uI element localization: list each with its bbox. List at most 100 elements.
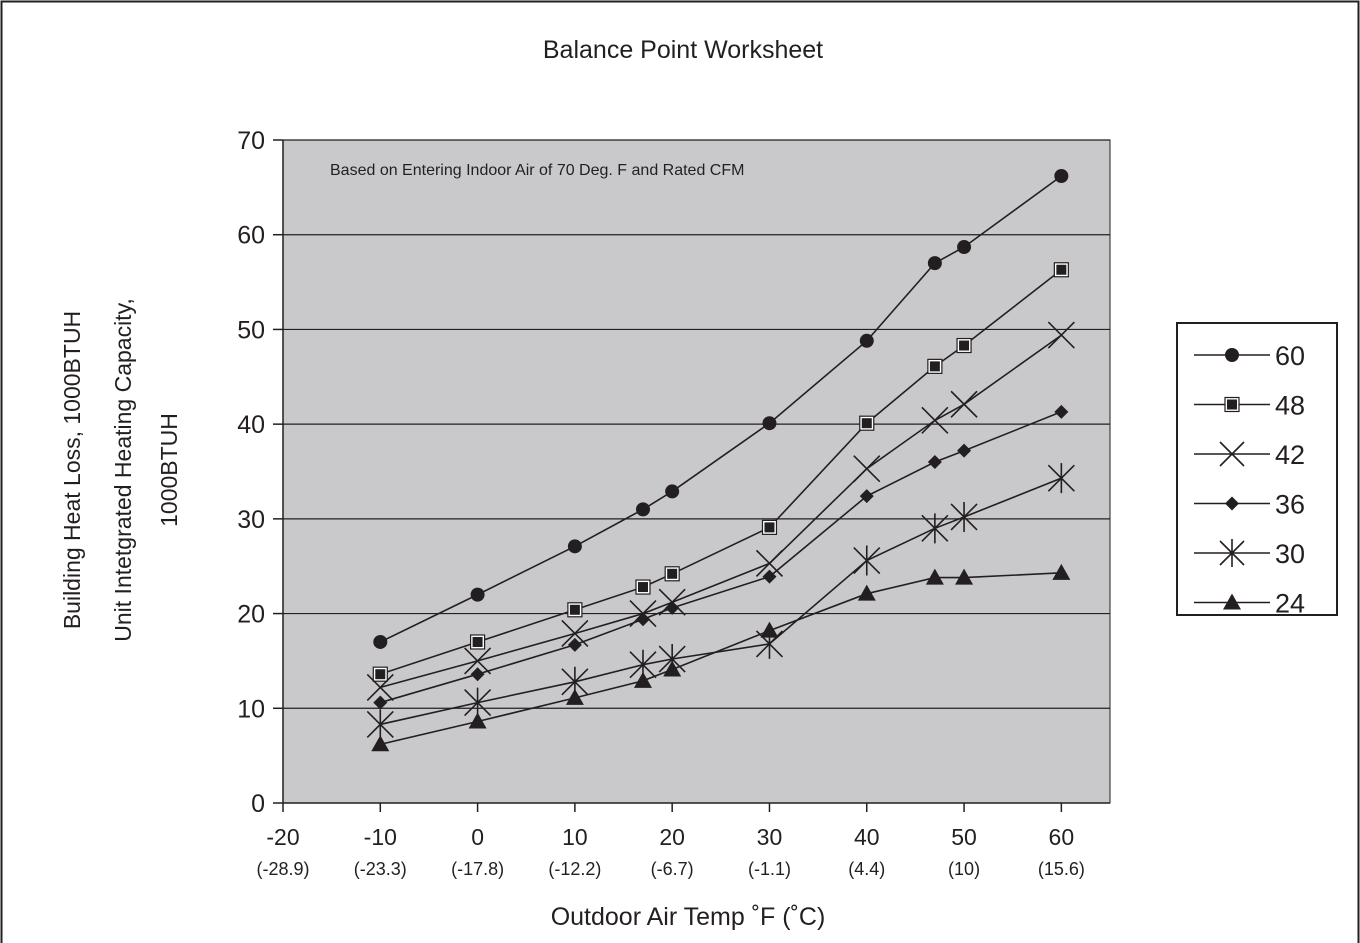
y-tick-label: 0 [251,790,265,818]
legend-entry-48: 48 [1194,391,1305,421]
x-tick-sublabel: (15.6) [1038,859,1085,879]
legend-label: 36 [1275,490,1305,520]
series-line-48 [380,269,1062,675]
data-point-x [950,390,978,418]
y-tick-label: 10 [237,695,265,723]
square-marker-fill [472,636,483,647]
series-layer [366,168,1075,752]
data-point-x [921,406,949,434]
legend-entry-42: 42 [1194,440,1305,470]
axes: 0 10 20 30 40 50 60 70 -20 (-28.9) -10 (-23.3) 0 (-17… [237,127,1110,879]
data-point-asterisk [366,709,394,740]
y-tick-label: 50 [237,316,265,344]
data-point-asterisk [1047,463,1075,494]
legend-entry-60: 60 [1194,341,1305,371]
data-point-circle [1054,168,1069,183]
x-tick-label: 60 [1049,824,1075,850]
y-axis-title-line-3: 1000BTUH [156,413,182,527]
legend-label: 42 [1275,440,1305,470]
data-point-square [761,519,778,535]
x-tick-label: -20 [266,824,299,850]
y-tick-label: 40 [237,411,265,439]
data-point-diamond [1225,496,1239,511]
data-point-square [469,634,486,650]
legend-label: 60 [1275,341,1305,371]
legend-box [1176,322,1338,616]
series-30 [366,463,1075,740]
square-marker-fill [861,418,872,429]
data-point-square [1053,262,1069,278]
data-point-triangle [468,712,487,729]
data-point-triangle [760,621,779,638]
data-point-diamond [470,667,485,682]
data-point-square [372,666,388,682]
data-point-triangle [663,660,682,677]
data-point-x [853,455,881,483]
data-point-square [635,579,651,595]
square-marker-fill [929,361,940,372]
x-tick-label: 10 [562,824,588,850]
x-tick-sublabel: (-17.8) [451,859,504,879]
data-point-triangle [857,584,876,601]
data-point-diamond [567,637,582,652]
data-point-circle [470,587,485,602]
x-tick-label: -10 [364,824,397,850]
data-point-square [927,358,943,374]
data-point-square [956,337,972,354]
series-36 [373,404,1069,710]
data-point-x [755,549,784,577]
data-point-asterisk [950,501,978,532]
y-tick-label: 30 [237,506,265,534]
data-point-asterisk [921,513,949,544]
square-marker-fill [569,604,580,615]
square-marker-fill [764,522,775,533]
series-line-30 [380,477,1062,726]
y-axis-title-line-1: Building Heat Loss, 1000BTUH [59,311,85,629]
x-tick-sublabel: (-12.2) [548,859,601,879]
data-point-triangle [633,671,652,688]
data-point-circle [567,539,582,554]
data-point-circle [635,502,650,517]
x-tick-sublabel: (-28.9) [256,859,309,879]
data-point-diamond [859,489,874,504]
data-point-square [664,566,680,582]
data-point-circle [373,634,388,649]
square-marker-fill [637,582,648,593]
data-point-triangle [371,735,390,752]
data-point-circle [859,333,874,348]
data-point-diamond [665,600,680,615]
data-point-x [1047,321,1075,349]
data-point-x [1219,441,1245,467]
x-tick-sublabel: (-1.1) [748,859,791,879]
square-marker-fill [375,669,386,680]
y-tick-label: 70 [237,127,265,155]
data-point-asterisk [853,545,881,576]
data-point-square [859,415,875,431]
data-point-triangle [1223,593,1241,610]
series-48 [372,262,1069,682]
data-point-diamond [1054,404,1069,419]
data-point-triangle [955,568,974,585]
gridlines [283,139,1110,709]
data-point-square [1224,396,1240,413]
x-tick-label: 0 [471,824,484,850]
data-point-diamond [927,455,942,470]
x-axis-title: Outdoor Air Temp ˚F (˚C) [551,903,826,931]
legend-label: 30 [1275,539,1305,569]
square-marker-fill [1056,264,1067,275]
y-axis-title: Building Heat Loss, 1000BTUH Unit Intetg… [59,298,182,641]
plot-area: Based on Entering Indoor Air of 70 Deg. … [237,127,1111,879]
x-tick-sublabel: (-23.3) [354,859,407,879]
square-marker-fill [1227,399,1237,410]
series-line-36 [380,411,1062,704]
x-tick-sublabel: (4.4) [848,859,885,879]
square-marker-fill [667,568,678,579]
x-tick-label: 50 [951,824,977,850]
data-point-triangle [565,688,584,705]
series-60 [373,168,1069,649]
y-tick-label: 60 [237,222,265,250]
chart-title: Balance Point Worksheet [543,36,823,64]
data-point-square [567,602,583,618]
data-point-diamond [957,443,972,458]
